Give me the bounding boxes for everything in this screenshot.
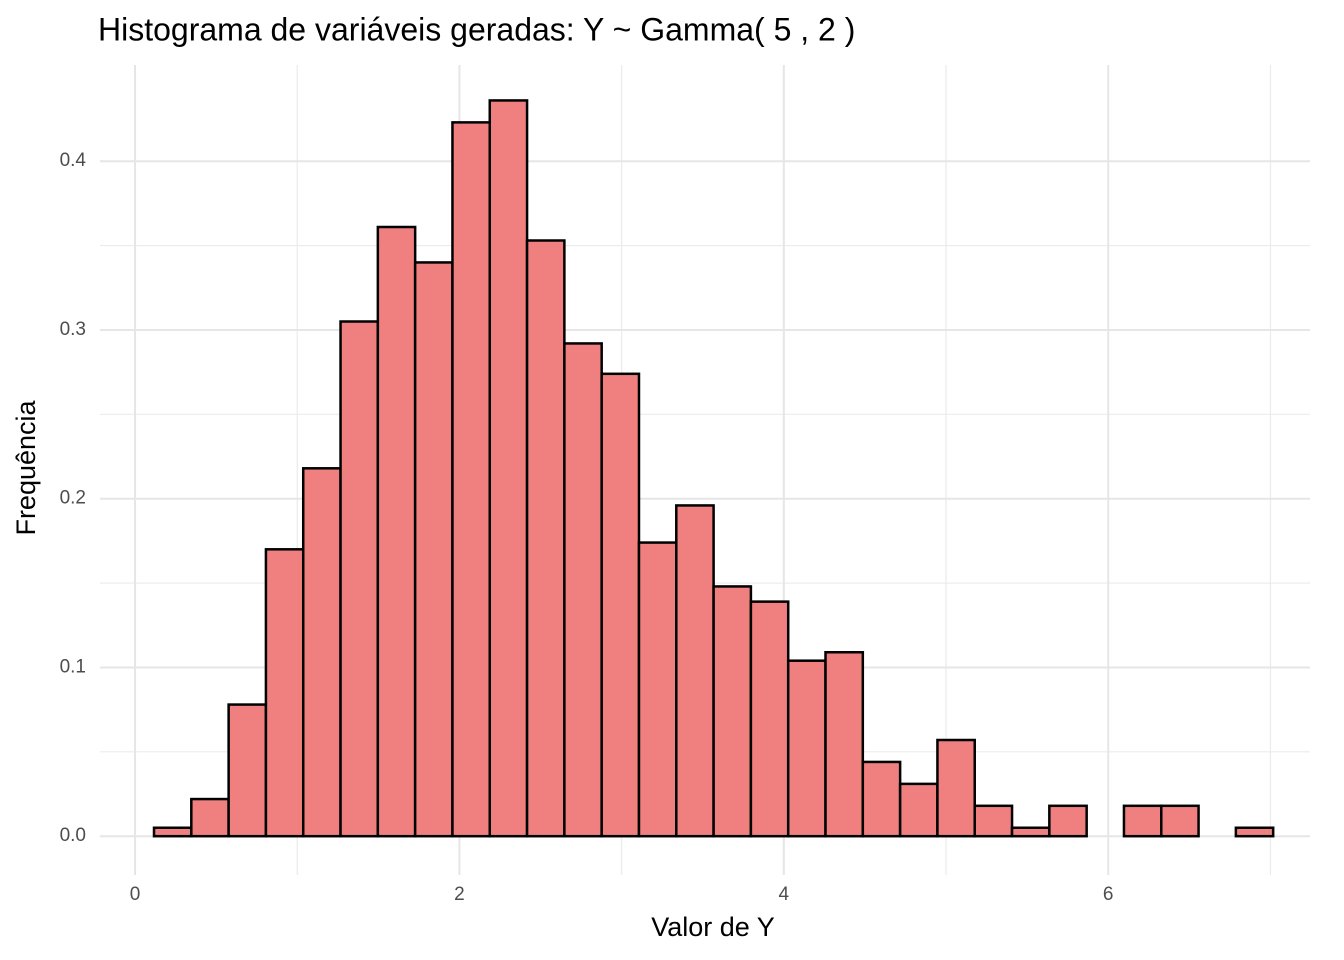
- bar: [227, 703, 268, 838]
- bar: [451, 121, 492, 838]
- y-axis-label: Frequência: [11, 399, 41, 535]
- bar: [190, 797, 230, 838]
- bar: [152, 826, 193, 838]
- bar: [1048, 804, 1088, 838]
- bar: [936, 738, 976, 838]
- y-tick-label: 0.0: [60, 825, 86, 846]
- bar: [376, 225, 417, 838]
- bar: [824, 651, 865, 838]
- bar: [264, 548, 305, 838]
- x-tick-label: 2: [454, 884, 465, 905]
- bar: [563, 342, 603, 838]
- bar: [712, 585, 753, 838]
- bar: [973, 804, 1014, 838]
- bar: [1010, 826, 1051, 838]
- bar: [301, 467, 342, 838]
- bar: [898, 782, 939, 838]
- bar: [488, 99, 529, 838]
- bar: [1122, 804, 1163, 838]
- bar: [339, 320, 380, 838]
- y-tick-label: 0.3: [60, 319, 86, 340]
- bar: [600, 372, 641, 838]
- x-axis-label: Valor de Y: [651, 912, 775, 942]
- x-tick-label: 0: [130, 884, 141, 905]
- bar: [1234, 826, 1275, 838]
- bar: [786, 659, 827, 838]
- bar: [525, 239, 566, 838]
- x-tick-label: 4: [779, 884, 790, 905]
- x-tick-label: 6: [1103, 884, 1114, 905]
- y-tick-label: 0.1: [60, 656, 86, 677]
- y-tick-label: 0.2: [60, 488, 86, 509]
- bar: [675, 504, 715, 838]
- chart-title: Histograma de variáveis geradas: Y ~ Gam…: [98, 11, 855, 47]
- bar: [749, 600, 790, 838]
- bar: [1160, 804, 1200, 838]
- bar: [637, 541, 678, 838]
- bar: [413, 261, 454, 838]
- bar: [861, 760, 902, 838]
- y-tick-label: 0.4: [60, 150, 87, 171]
